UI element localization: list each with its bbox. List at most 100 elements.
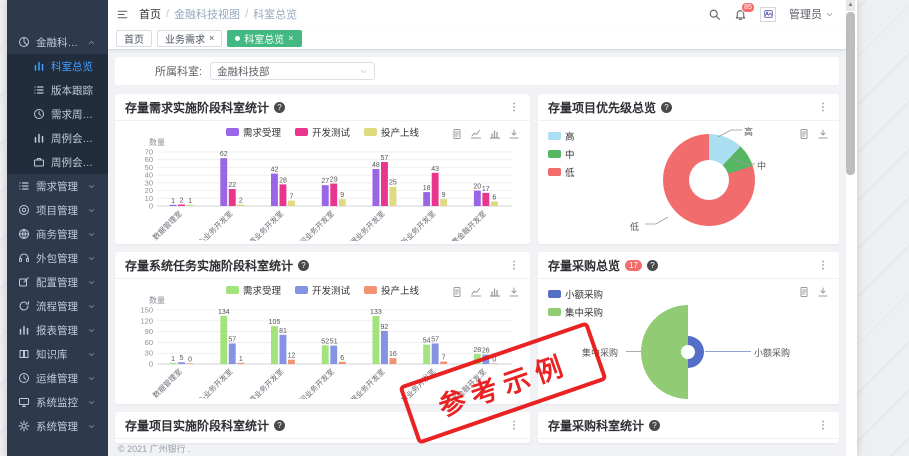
help-icon[interactable]: ? <box>649 419 661 431</box>
username: 管理员 <box>789 9 822 21</box>
more-menu-icon[interactable] <box>508 419 520 431</box>
legend-swatch <box>548 308 561 316</box>
sidebar-item-0-4[interactable]: 周例会展示报表-采购 <box>7 150 108 174</box>
more-menu-icon[interactable] <box>508 259 520 271</box>
sidebar-group-0[interactable]: 金融科技视图 <box>7 30 108 54</box>
more-menu-icon[interactable] <box>817 419 829 431</box>
svg-text:创新业务开发室: 创新业务开发室 <box>393 208 438 241</box>
sidebar-group-8[interactable]: 知识库 <box>7 342 108 366</box>
help-icon[interactable]: ? <box>274 101 286 113</box>
sidebar-group-6[interactable]: 流程管理 <box>7 294 108 318</box>
help-icon[interactable]: ? <box>274 419 286 431</box>
breadcrumb-item[interactable]: 首页 <box>139 9 161 21</box>
chart-toolbox <box>798 286 829 298</box>
data-view-icon[interactable] <box>451 128 463 140</box>
sidebar-group-label: 需求管理 <box>36 180 78 193</box>
sidebar-item-0-3[interactable]: 周例会展示报表-项目 <box>7 126 108 150</box>
svg-text:中间业务开发室: 中间业务开发室 <box>292 208 337 241</box>
svg-text:30: 30 <box>145 349 153 358</box>
search-icon[interactable] <box>708 8 721 21</box>
data-view-icon[interactable] <box>798 286 810 298</box>
svg-text:60: 60 <box>145 155 153 164</box>
sidebar-group-5[interactable]: 配置管理 <box>7 270 108 294</box>
more-menu-icon[interactable] <box>508 101 520 113</box>
bar-chart-icon[interactable] <box>489 286 501 298</box>
svg-text:0: 0 <box>149 360 153 369</box>
rose-label-right: 小额采购 <box>754 348 791 358</box>
chevron-down-icon <box>87 326 96 335</box>
legend-item[interactable]: 低 <box>548 165 575 179</box>
tab-1[interactable]: 业务需求 × <box>157 30 223 47</box>
line-chart-icon[interactable] <box>470 286 482 298</box>
line-chart-icon[interactable] <box>470 128 482 140</box>
legend-item[interactable]: 投产上线 <box>364 284 419 297</box>
card-title: 存量项目实施阶段科室统计 <box>125 418 270 433</box>
tab-2[interactable]: 科室总览 × <box>227 30 302 47</box>
scrollbar-thumb[interactable] <box>846 12 855 175</box>
legend-label: 高 <box>565 132 575 143</box>
help-icon[interactable]: ? <box>646 259 658 271</box>
data-view-icon[interactable] <box>451 286 463 298</box>
download-icon[interactable] <box>817 286 829 298</box>
sidebar-group-7[interactable]: 报表管理 <box>7 318 108 342</box>
scrollbar[interactable]: ▲ <box>846 0 855 456</box>
card-project-stage: 存量项目实施阶段科室统计 ? <box>115 412 530 443</box>
sidebar-group-3[interactable]: 商务管理 <box>7 222 108 246</box>
legend-item[interactable]: 开发测试 <box>294 284 350 297</box>
chart-legend: 小额采购 集中采购 <box>548 287 603 319</box>
svg-text:51: 51 <box>330 339 338 346</box>
clock-icon <box>18 372 30 384</box>
download-icon[interactable] <box>817 128 829 140</box>
tab-0[interactable]: 首页 <box>116 30 152 47</box>
legend-swatch <box>225 128 239 136</box>
notification-bell-icon[interactable]: 85 <box>734 1 755 21</box>
legend-item[interactable]: 中 <box>548 147 575 161</box>
legend-item[interactable]: 开发测试 <box>294 126 350 139</box>
breadcrumb-item[interactable]: 科室总览 <box>253 9 298 21</box>
sidebar-group-1[interactable]: 需求管理 <box>7 174 108 198</box>
svg-text:29: 29 <box>330 177 338 184</box>
legend-item[interactable]: 需求受理 <box>225 284 281 297</box>
legend-item[interactable]: 集中采购 <box>548 305 603 319</box>
svg-text:数据业务开发室: 数据业务开发室 <box>342 208 387 241</box>
hamburger-icon[interactable] <box>116 8 129 21</box>
sidebar-group-label: 报表管理 <box>36 324 78 337</box>
legend-item[interactable]: 投产上线 <box>364 126 419 139</box>
close-icon[interactable]: × <box>209 33 215 43</box>
more-menu-icon[interactable] <box>817 101 829 113</box>
sidebar-group-10[interactable]: 系统监控 <box>7 390 108 414</box>
bar-chart-icon[interactable] <box>489 128 501 140</box>
download-icon[interactable] <box>508 286 520 298</box>
refresh-icon <box>18 300 30 312</box>
help-icon[interactable]: ? <box>661 101 673 113</box>
legend-item[interactable]: 需求受理 <box>225 126 281 139</box>
svg-text:渠道业务开发室: 渠道业务开发室 <box>241 208 286 241</box>
scrollbar-up-button[interactable]: ▲ <box>846 0 855 11</box>
more-menu-icon[interactable] <box>817 259 829 271</box>
svg-text:中间业务开发室: 中间业务开发室 <box>292 366 337 399</box>
sidebar-item-0-0[interactable]: 科室总览 <box>7 54 108 78</box>
sidebar-item-0-1[interactable]: 版本跟踪 <box>7 78 108 102</box>
help-icon[interactable]: ? <box>298 259 310 271</box>
sidebar-group-9[interactable]: 运维管理 <box>7 366 108 390</box>
avatar[interactable] <box>760 6 776 22</box>
sidebar-group-2[interactable]: 项目管理 <box>7 198 108 222</box>
legend-swatch <box>548 150 561 158</box>
sidebar-item-0-2[interactable]: 需求周期视图 <box>7 102 108 126</box>
sidebar-group-label: 商务管理 <box>36 228 78 241</box>
department-select[interactable]: 金融科技部 <box>210 62 376 80</box>
breadcrumb-item[interactable]: 金融科技视图 <box>174 9 241 21</box>
close-icon[interactable]: × <box>288 33 294 43</box>
svg-text:40: 40 <box>145 171 153 180</box>
download-icon[interactable] <box>508 128 520 140</box>
sidebar-group-11[interactable]: 系统管理 <box>7 414 108 438</box>
svg-text:渠道业务开发室: 渠道业务开发室 <box>241 366 286 399</box>
user-menu[interactable]: 管理员 <box>789 6 834 22</box>
sidebar-group-4[interactable]: 外包管理 <box>7 246 108 270</box>
legend-item[interactable]: 高 <box>548 129 575 143</box>
list-icon <box>18 180 30 192</box>
data-view-icon[interactable] <box>798 128 810 140</box>
legend-item[interactable]: 小额采购 <box>548 287 603 301</box>
card-procurement-overview: 存量采购总览 17 ? 小额采购 集中采购 集中采购 小 <box>538 252 839 404</box>
svg-text:0: 0 <box>492 356 496 363</box>
